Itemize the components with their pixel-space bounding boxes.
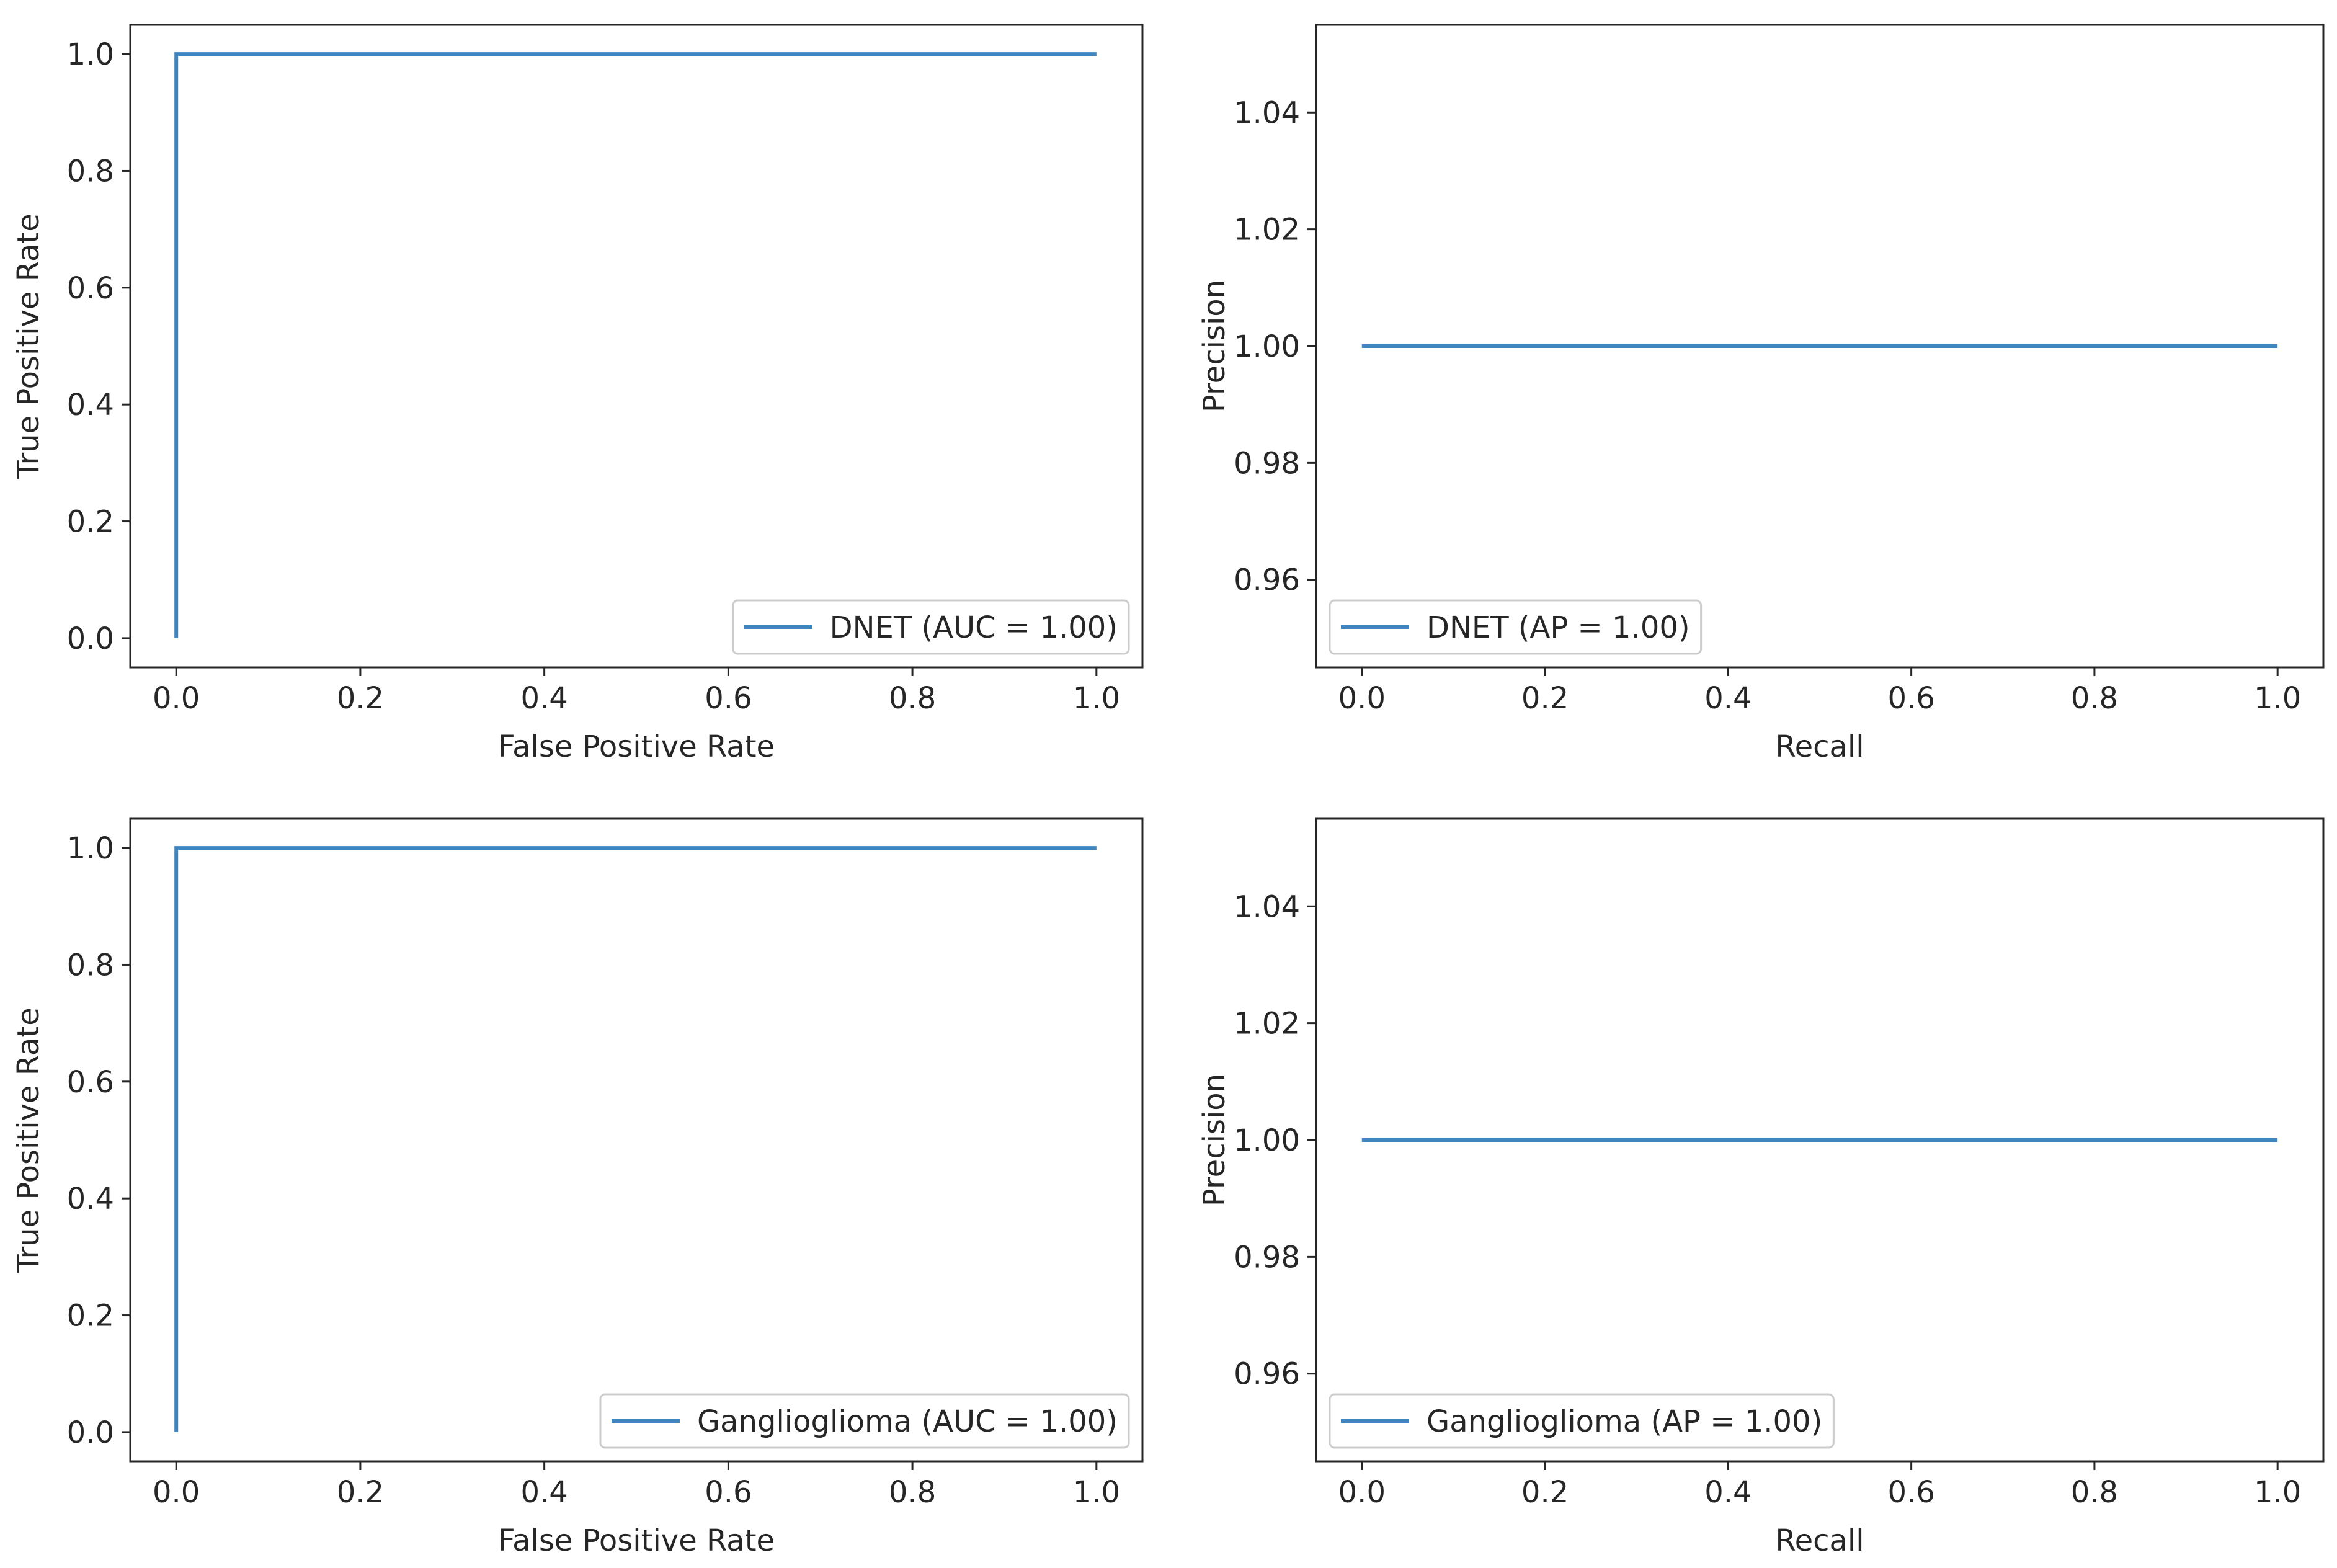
x-tick-label: 1.0 xyxy=(1073,681,1120,716)
y-tick-label: 1.00 xyxy=(1234,329,1300,364)
x-tick-label: 0.4 xyxy=(1704,1475,1752,1510)
x-tick-label: 0.2 xyxy=(1521,1475,1569,1510)
x-tick-label: 0.4 xyxy=(520,1475,568,1510)
y-axis-label: Precision xyxy=(1197,1074,1232,1206)
y-tick-label: 0.0 xyxy=(67,1415,114,1450)
legend-box xyxy=(1329,1393,1835,1449)
y-tick-label: 0.96 xyxy=(1234,563,1300,598)
legend-box xyxy=(599,1393,1130,1449)
x-tick-label: 0.8 xyxy=(889,1475,936,1510)
x-axis-label: False Positive Rate xyxy=(498,1523,775,1558)
y-tick-label: 0.0 xyxy=(67,621,114,656)
series-line xyxy=(174,52,1097,638)
legend: DNET (AUC = 1.00) xyxy=(732,599,1130,655)
x-tick-label: 0.4 xyxy=(520,681,568,716)
x-tick-label: 0.2 xyxy=(1521,681,1569,716)
x-tick-label: 0.8 xyxy=(889,681,936,716)
x-tick-label: 0.0 xyxy=(153,681,200,716)
x-tick-label: 0.0 xyxy=(1338,1475,1386,1510)
chart-roc-ganglioglioma: 0.0 0.2 0.4 0.6 0.8 1.0 0.0 0.2 0.4 0.6 0.8 1.0 Fals… xyxy=(11,817,1144,1558)
y-tick-label: 0.8 xyxy=(67,948,114,982)
chart-pr-dnet: 0.0 0.2 0.4 0.6 0.8 1.0 0.96 0.98 1.00 1.02 1.04 Re… xyxy=(1197,24,2325,764)
x-tick-label: 1.0 xyxy=(1073,1475,1120,1510)
legend: Ganglioglioma (AUC = 1.00) xyxy=(599,1393,1130,1449)
x-tick-label: 0.4 xyxy=(1704,681,1752,716)
x-tick-label: 0.6 xyxy=(705,681,752,716)
x-tick-label: 0.8 xyxy=(2071,681,2118,716)
y-tick-label: 0.98 xyxy=(1234,446,1300,481)
y-tick-label: 1.04 xyxy=(1234,889,1300,924)
x-tick-label: 0.6 xyxy=(1887,681,1934,716)
y-tick-label: 0.4 xyxy=(67,1182,114,1216)
legend-box xyxy=(1329,599,1703,655)
plot-frame xyxy=(129,817,1144,1463)
chart-pr-ganglioglioma: 0.0 0.2 0.4 0.6 0.8 1.0 0.96 0.98 1.00 1.02 1.04 Re… xyxy=(1197,817,2325,1558)
y-tick-label: 1.02 xyxy=(1234,213,1300,247)
x-axis-label: Recall xyxy=(1775,1523,1864,1558)
y-tick-label: 1.04 xyxy=(1234,96,1300,130)
x-axis-label: Recall xyxy=(1775,729,1864,764)
y-tick-label: 1.0 xyxy=(67,831,114,866)
y-axis-label: True Positive Rate xyxy=(11,1007,46,1273)
legend-label: DNET (AUC = 1.00) xyxy=(830,610,1118,645)
legend: DNET (AP = 1.00) xyxy=(1329,599,1703,655)
legend-label: Ganglioglioma (AUC = 1.00) xyxy=(697,1404,1118,1439)
y-tick-label: 0.96 xyxy=(1234,1357,1300,1392)
x-tick-label: 0.0 xyxy=(153,1475,200,1510)
y-tick-label: 0.98 xyxy=(1234,1240,1300,1275)
plot-frame xyxy=(129,24,1144,669)
x-tick-label: 1.0 xyxy=(2254,1475,2301,1510)
x-tick-label: 0.2 xyxy=(337,1475,384,1510)
chart-roc-dnet: 0.0 0.2 0.4 0.6 0.8 1.0 0.0 0.2 0.4 0.6 0.8 1.0 Fals… xyxy=(11,24,1144,764)
y-tick-label: 0.4 xyxy=(67,388,114,422)
x-tick-label: 0.0 xyxy=(1338,681,1386,716)
legend-label: DNET (AP = 1.00) xyxy=(1427,610,1690,645)
y-axis-label: Precision xyxy=(1197,280,1232,412)
legend-box xyxy=(732,599,1130,655)
y-tick-label: 1.02 xyxy=(1234,1007,1300,1041)
y-tick-label: 0.6 xyxy=(67,1065,114,1100)
legend: Ganglioglioma (AP = 1.00) xyxy=(1329,1393,1835,1449)
y-axis-label: True Positive Rate xyxy=(11,213,46,479)
series-line xyxy=(174,846,1097,1432)
x-tick-label: 1.0 xyxy=(2254,681,2301,716)
y-tick-label: 0.2 xyxy=(67,1299,114,1334)
y-tick-label: 0.2 xyxy=(67,505,114,540)
y-tick-label: 0.8 xyxy=(67,154,114,189)
x-tick-label: 0.8 xyxy=(2071,1475,2118,1510)
x-axis-label: False Positive Rate xyxy=(498,729,775,764)
y-tick-label: 1.00 xyxy=(1234,1123,1300,1158)
y-tick-label: 0.6 xyxy=(67,271,114,306)
legend-label: Ganglioglioma (AP = 1.00) xyxy=(1427,1404,1822,1439)
y-tick-label: 1.0 xyxy=(67,37,114,72)
x-tick-label: 0.6 xyxy=(705,1475,752,1510)
x-tick-label: 0.2 xyxy=(337,681,384,716)
x-tick-label: 0.6 xyxy=(1887,1475,1934,1510)
